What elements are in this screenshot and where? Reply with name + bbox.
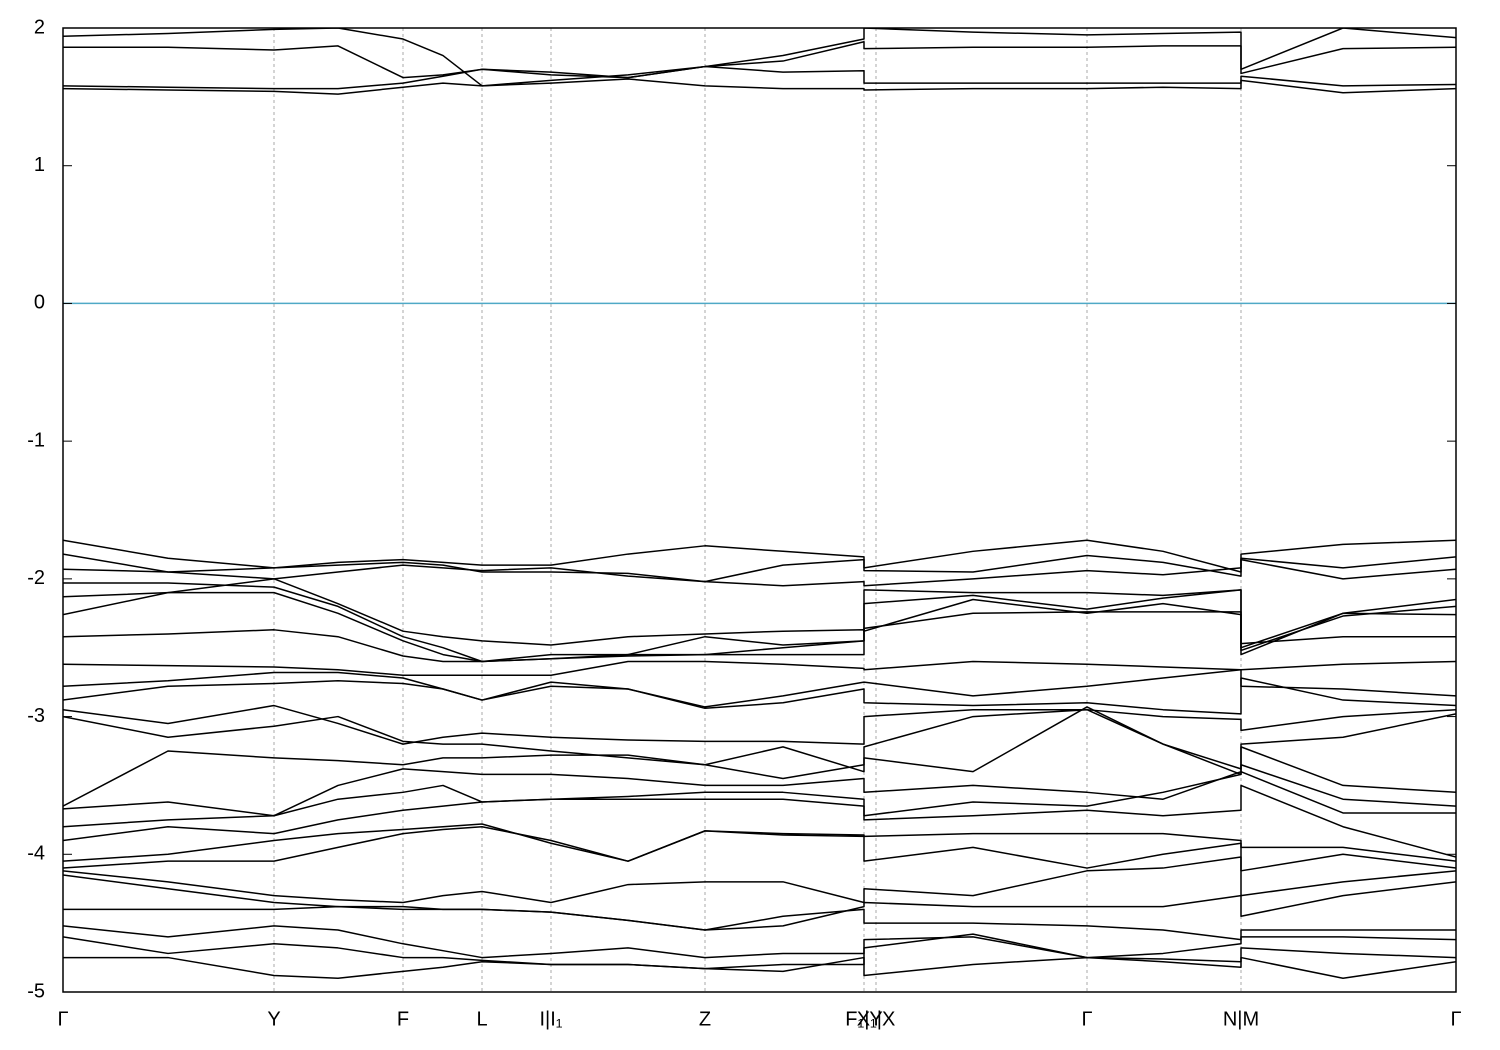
band-line: [63, 784, 1456, 858]
x-tick-label: X₁|X: [857, 1008, 896, 1030]
band-line: [63, 65, 1456, 90]
band-line: [63, 770, 1456, 828]
y-tick-label: -2: [27, 567, 45, 589]
band-line: [63, 677, 1456, 715]
y-tick-label: -4: [27, 843, 45, 865]
band-line: [63, 925, 1456, 959]
band-line: [63, 611, 1456, 663]
band-line: [63, 558, 1456, 587]
band-line: [63, 578, 1456, 656]
y-tick-label: -3: [27, 705, 45, 727]
x-tick-label: N|M: [1223, 1008, 1259, 1030]
x-tick-label: L: [476, 1008, 487, 1030]
x-tick-label: F₁|Y: [845, 1008, 883, 1030]
x-tick-label: Z: [699, 1008, 711, 1030]
band-line: [63, 933, 1456, 970]
band-line: [63, 78, 1456, 95]
x-tick-label: Y: [267, 1008, 280, 1030]
axes: -5 -4 -3 -2 -1 0 1 2 Γ Y F L I|I₁ Z F₁|YX₁|X Γ N|M Γ: [27, 16, 1461, 1030]
y-tick-label: 1: [34, 154, 45, 176]
band-line: [63, 823, 1456, 862]
band-line: [63, 553, 1456, 583]
band-line: [63, 874, 1456, 931]
y-tick-label: 0: [34, 292, 45, 314]
band-line: [63, 708, 1456, 773]
band-line: [63, 589, 1456, 663]
band-line: [63, 825, 1456, 872]
plot-area: [63, 28, 1456, 979]
band-line: [63, 28, 1456, 87]
y-tick-label: -1: [27, 429, 45, 451]
band-line: [63, 956, 1456, 979]
x-tick-label: Γ: [1081, 1008, 1092, 1030]
band-line: [63, 764, 1456, 817]
band-line: [63, 41, 1456, 79]
band-line: [63, 704, 1456, 745]
grid: [273, 28, 1242, 992]
band-line: [63, 669, 1456, 708]
x-tick-label: Γ: [57, 1008, 68, 1030]
y-tick-label: -5: [27, 980, 45, 1002]
band-line: [63, 660, 1456, 677]
x-tick-label: Γ: [1450, 1008, 1461, 1030]
y-tick-label: 2: [34, 16, 45, 38]
band-line: [63, 905, 1456, 941]
band-line: [63, 856, 1456, 904]
x-tick-label: I|I₁: [539, 1008, 562, 1030]
frame: [62, 27, 1457, 993]
band-line: [63, 706, 1456, 807]
band-line: [63, 582, 1456, 663]
x-tick-label: F: [397, 1008, 409, 1030]
